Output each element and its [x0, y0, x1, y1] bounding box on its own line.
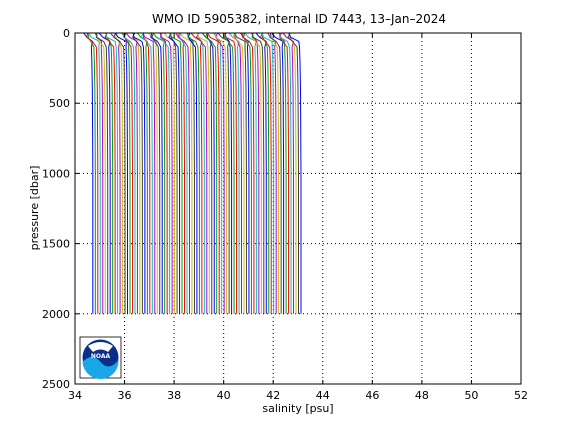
- salinity-profile-line: [224, 32, 238, 314]
- salinity-profile-line: [95, 32, 109, 314]
- salinity-profile-line: [195, 32, 208, 314]
- x-tick-label: 44: [316, 389, 330, 402]
- salinity-profile-line: [215, 32, 225, 314]
- y-axis-label: pressure [dbar]: [28, 166, 41, 251]
- y-tick-label: 1500: [42, 238, 70, 251]
- salinity-profile-line: [279, 32, 292, 314]
- salinity-profile-line: [169, 32, 183, 314]
- salinity-profile-line: [142, 32, 156, 314]
- x-tick-label: 48: [415, 389, 429, 402]
- salinity-profile-line: [269, 32, 282, 314]
- plot-area: 34 36 38 40 42 44 46 48 50 52 0 500 1000 1500 2000 2500: [42, 27, 528, 402]
- salinity-profile-line: [251, 32, 260, 314]
- salinity-profile-line: [125, 32, 138, 314]
- salinity-profile-line: [261, 32, 270, 314]
- salinity-profile-line: [98, 32, 111, 314]
- salinity-profile-line: [105, 32, 114, 314]
- salinity-profile-line: [159, 32, 173, 314]
- salinity-profile-line: [187, 32, 198, 314]
- salinity-profile-line: [170, 32, 178, 314]
- y-tick-label: 2500: [42, 378, 70, 391]
- salinity-profile-line: [233, 32, 247, 314]
- y-tick-label: 500: [49, 97, 70, 110]
- axis-ticks: 34 36 38 40 42 44 46 48 50 52 0 500 1000 1500 2000 2500: [42, 27, 528, 402]
- salinity-profile-line: [168, 32, 181, 314]
- x-tick-label: 40: [217, 389, 231, 402]
- salinity-profile-line: [159, 32, 168, 314]
- salinity-profile-line: [187, 32, 200, 314]
- salinity-profile-line: [242, 32, 252, 314]
- salinity-profile-line: [132, 32, 143, 314]
- x-tick-label: 38: [167, 389, 181, 402]
- x-tick-label: 50: [464, 389, 478, 402]
- salinity-profile-line: [152, 32, 166, 314]
- x-tick-label: 52: [514, 389, 528, 402]
- salinity-profile-line: [206, 32, 220, 314]
- x-tick-label: 34: [68, 389, 82, 402]
- salinity-profile-line: [232, 32, 245, 314]
- salinity-profile-line: [140, 32, 153, 314]
- salinity-profile-line: [287, 32, 299, 314]
- logo-bird-icon: [88, 342, 113, 352]
- grid-lines: [75, 33, 521, 384]
- salinity-profile-line: [105, 32, 119, 314]
- noaa-logo: NOAA: [79, 336, 122, 380]
- salinity-profile-line: [150, 32, 163, 314]
- salinity-profile-line: [251, 32, 262, 314]
- y-tick-label: 2000: [42, 308, 70, 321]
- salinity-profile-line: [259, 32, 272, 314]
- salinity-profile-line: [244, 32, 257, 314]
- salinity-profile-line: [289, 32, 297, 314]
- y-tick-label: 0: [63, 27, 70, 40]
- salinity-profile-line: [115, 32, 129, 314]
- salinity-profile-line: [288, 32, 302, 314]
- salinity-profile-line: [123, 32, 133, 314]
- salinity-profile-line: [224, 32, 233, 314]
- salinity-profile-line: [132, 32, 141, 314]
- salinity-profile-line: [278, 32, 287, 314]
- y-tick-label: 1000: [42, 167, 70, 180]
- salinity-profile-line: [85, 32, 99, 314]
- salinity-profile-line: [197, 32, 205, 314]
- salinity-profile-line: [113, 32, 126, 314]
- salinity-profile-line: [196, 32, 210, 314]
- logo-text: NOAA: [91, 353, 111, 360]
- logo-wave-icon: [82, 357, 119, 380]
- salinity-profile-line: [123, 32, 136, 314]
- x-tick-label: 46: [365, 389, 379, 402]
- salinity-profile-line: [278, 32, 290, 314]
- salinity-profile-line: [159, 32, 171, 314]
- salinity-profile-line: [179, 32, 193, 314]
- x-axis-label: salinity [psu]: [262, 402, 333, 415]
- salinity-profile-line: [96, 32, 106, 314]
- salinity-profile-line: [132, 32, 146, 314]
- salinity-profile-line: [223, 32, 235, 314]
- salinity-profile-line: [261, 32, 275, 314]
- x-tick-label: 42: [266, 389, 280, 402]
- chart-title: WMO ID 5905382, internal ID 7443, 13–Jan…: [152, 12, 446, 26]
- salinity-profile-line: [177, 32, 190, 314]
- salinity-profile-line: [214, 32, 228, 314]
- x-tick-label: 36: [118, 389, 132, 402]
- salinity-profile-line: [271, 32, 285, 314]
- salinity-profile-line: [251, 32, 265, 314]
- salinity-profiles: [83, 32, 302, 314]
- salinity-profile-line: [104, 32, 116, 314]
- salinity-profile-line: [87, 32, 101, 314]
- salinity-profile-line: [204, 32, 218, 314]
- salinity-profile-line: [241, 32, 255, 314]
- salinity-profile-line: [217, 32, 230, 314]
- axes-frame: [74, 32, 522, 385]
